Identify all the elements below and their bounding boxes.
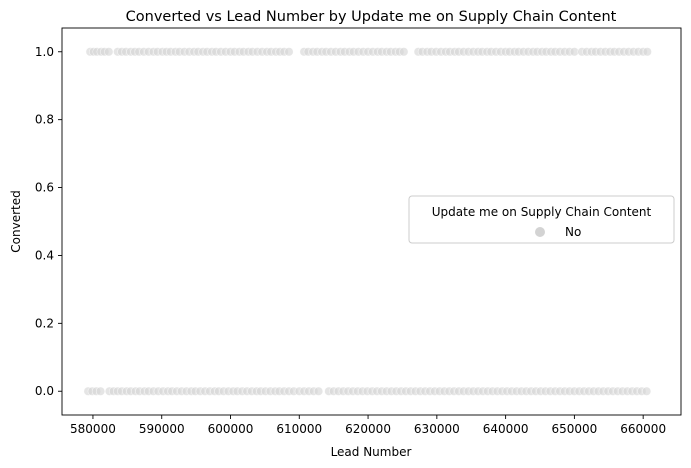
legend-marker: [535, 227, 545, 237]
x-tick-label: 650000: [551, 422, 597, 436]
x-tick-label: 660000: [620, 422, 666, 436]
legend: Update me on Supply Chain Content No: [408, 195, 675, 244]
y-tick-label: 0.4: [35, 248, 54, 262]
legend-title: Update me on Supply Chain Content: [432, 205, 652, 219]
data-point: [313, 386, 324, 396]
legend-entry-label: No: [565, 225, 581, 239]
x-axis-label: Lead Number: [331, 445, 412, 459]
data-point: [642, 47, 652, 57]
y-axis-label: Converted: [9, 190, 23, 252]
y-tick-label: 0.6: [35, 181, 54, 195]
data-point: [104, 47, 114, 57]
points-layer: [83, 47, 652, 396]
x-axis: 580000 590000 600000 610000 620000 630000 6400…: [70, 415, 666, 436]
x-tick-label: 620000: [345, 422, 391, 436]
chart-title: Converted vs Lead Number by Update me on…: [126, 9, 617, 25]
y-tick-label: 0.8: [35, 113, 54, 127]
data-point: [642, 386, 652, 396]
y-tick-label: 0.0: [35, 384, 54, 398]
legend-frame: [408, 195, 675, 244]
x-tick-label: 600000: [208, 422, 254, 436]
data-point: [399, 47, 409, 57]
plot-frame: [61, 27, 682, 416]
data-point: [95, 386, 106, 396]
data-point: [284, 47, 294, 57]
y-tick-label: 1.0: [35, 45, 54, 59]
x-tick-label: 610000: [276, 422, 322, 436]
x-tick-label: 580000: [70, 422, 116, 436]
y-tick-label: 0.2: [35, 316, 54, 330]
x-tick-label: 630000: [414, 422, 460, 436]
y-axis: 0.0 0.2 0.4 0.6 0.8 1.0: [35, 45, 62, 398]
x-tick-label: 640000: [483, 422, 529, 436]
x-tick-label: 590000: [139, 422, 185, 436]
